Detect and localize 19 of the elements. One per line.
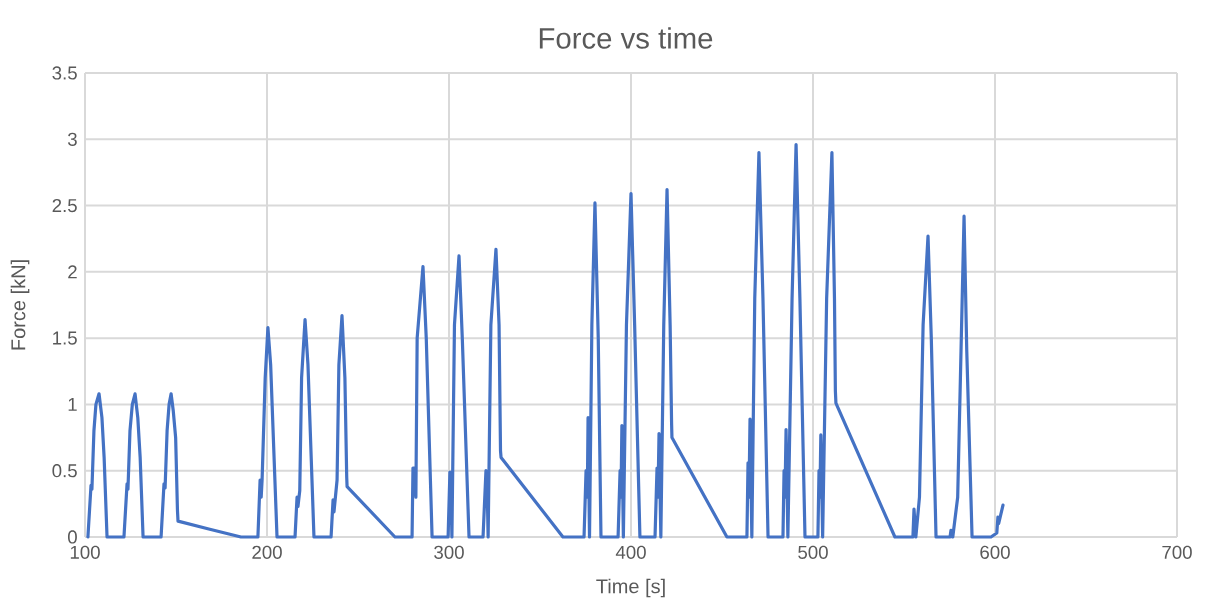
x-tick-label: 200 [252,545,282,559]
x-tick-label: 500 [798,545,828,559]
y-tick-label: 3.5 [52,66,77,80]
y-tick-label: 1.5 [53,331,77,345]
x-tick-label: 300 [434,545,464,559]
x-tick-label: 700 [1162,545,1192,559]
x-axis-title: Time [s] [596,578,665,598]
y-axis-title: Force [kN] [10,260,30,350]
y-tick-label: 1 [68,398,77,411]
y-tick-label: 0 [67,530,77,544]
y-tick-label: 0.5 [52,464,77,478]
y-tick-label: 2 [68,265,77,279]
x-tick-label: 400 [615,545,646,559]
chart-title: Force vs time [539,27,713,49]
y-tick-label: 3 [67,132,77,146]
x-tick-label: 100 [70,545,100,559]
y-tick-label: 2.5 [52,198,77,213]
x-tick-label: 600 [980,545,1010,559]
line-series [86,142,1005,539]
